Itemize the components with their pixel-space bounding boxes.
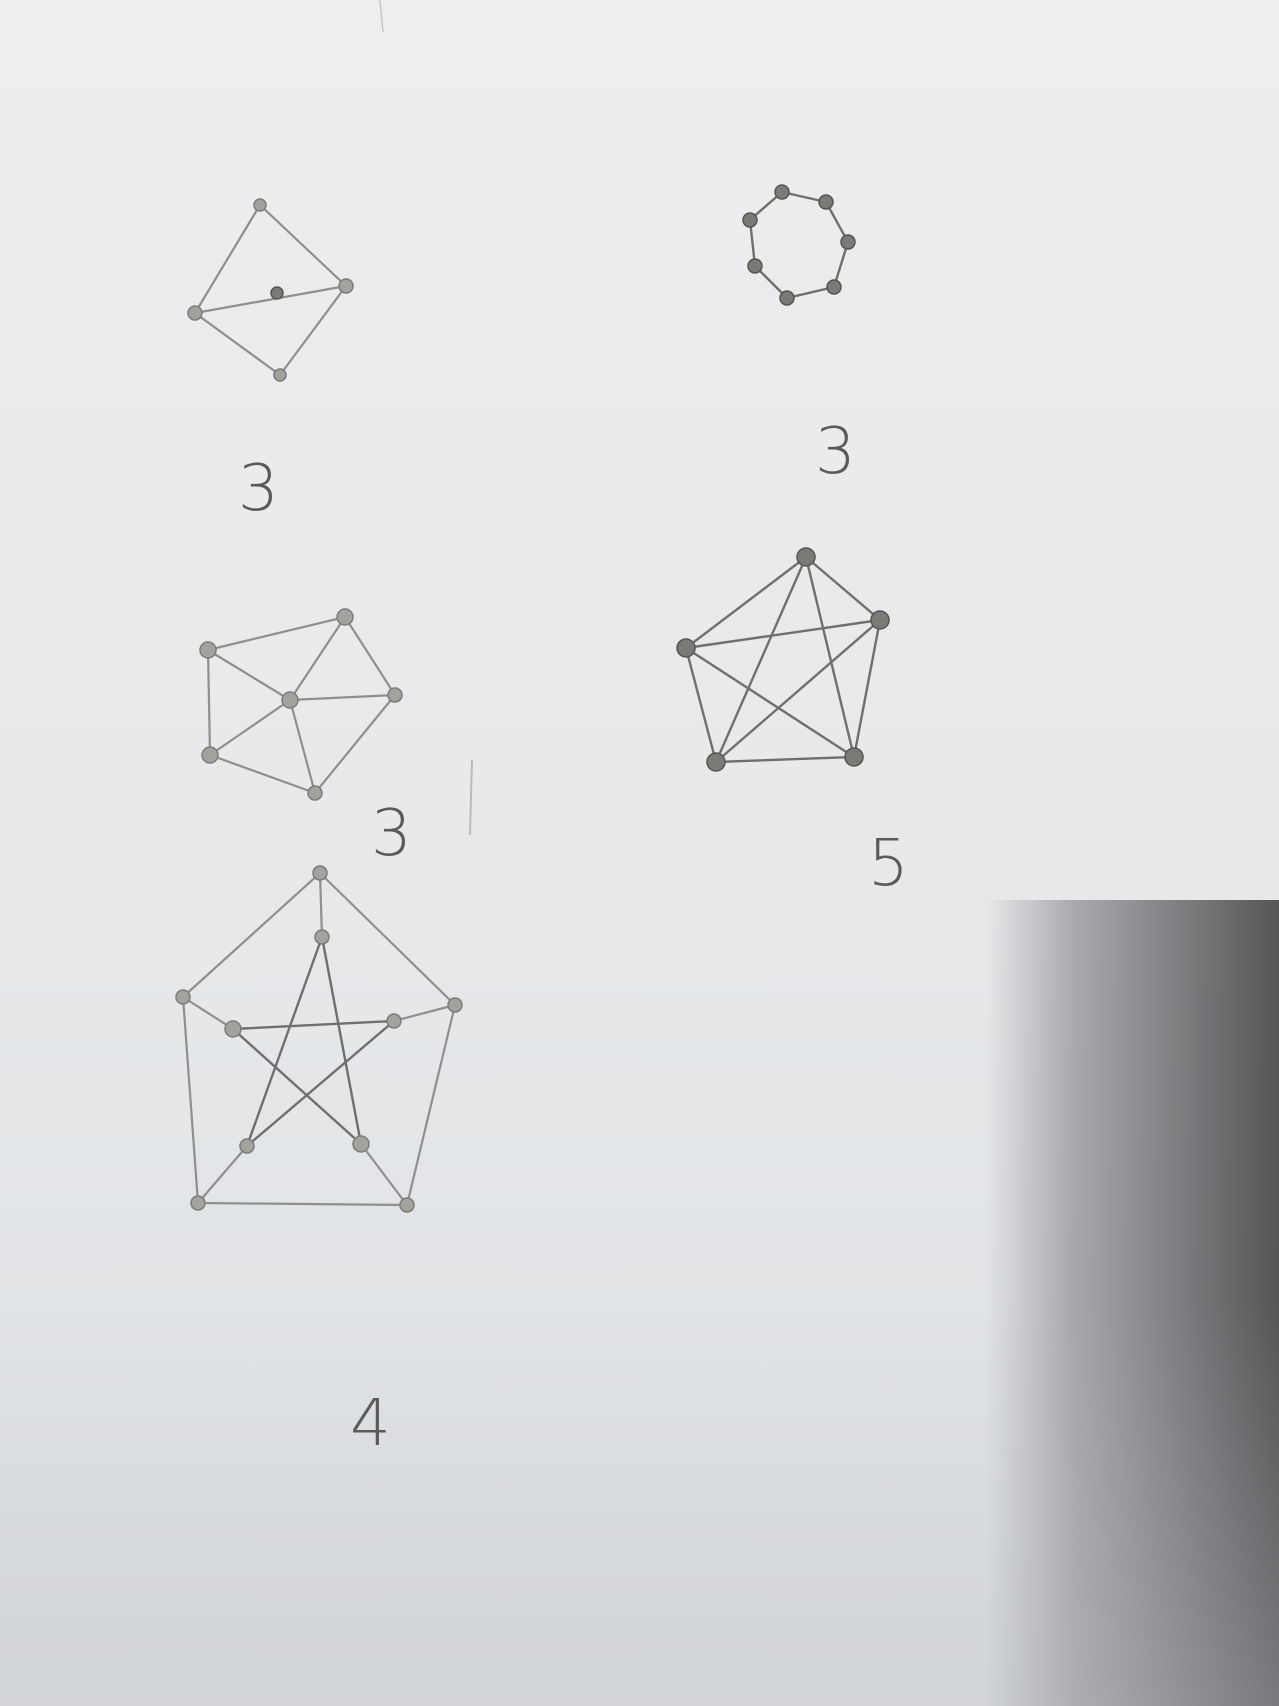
vertex	[779, 290, 795, 306]
spoke	[196, 1144, 249, 1205]
edge	[714, 618, 882, 764]
rim-edges	[206, 615, 397, 795]
edge	[258, 203, 348, 288]
label-petersen: 4	[350, 1387, 391, 1461]
edge	[288, 698, 317, 795]
edge	[288, 693, 397, 702]
vertex	[175, 989, 191, 1005]
vertex	[870, 610, 890, 630]
vertex	[190, 1195, 206, 1211]
edge	[193, 311, 282, 377]
vertex	[270, 286, 284, 300]
edge	[288, 615, 347, 702]
vertex	[447, 997, 463, 1013]
label-complete-k5: 5	[868, 827, 909, 901]
outer-cycle	[181, 871, 457, 1207]
graph-petersen	[175, 865, 463, 1213]
vertex	[399, 1197, 415, 1213]
vertex	[224, 1020, 242, 1038]
spoke	[318, 871, 324, 939]
pentagon-edges	[684, 555, 882, 764]
stray-mark	[469, 759, 473, 836]
label-wheel: 3	[371, 797, 412, 871]
vertex	[338, 278, 354, 294]
vertex	[706, 752, 726, 772]
vertex	[239, 1138, 255, 1154]
spoke	[392, 1003, 457, 1023]
vertex	[314, 929, 330, 945]
vertex	[312, 865, 328, 881]
vertex	[307, 785, 323, 801]
edge	[206, 648, 292, 702]
inner-edge	[231, 1027, 363, 1146]
inner-edge	[320, 935, 363, 1146]
edge	[278, 284, 348, 377]
inner-edge	[245, 1019, 396, 1148]
edge	[193, 203, 262, 315]
vertex	[844, 747, 864, 767]
edge	[208, 698, 292, 757]
edge	[684, 618, 882, 650]
graph-complete-k5	[676, 547, 890, 772]
vertex	[826, 279, 842, 295]
vertex	[676, 638, 696, 658]
vertex	[201, 746, 219, 764]
edge	[804, 555, 856, 759]
vertex	[742, 212, 758, 228]
vertex	[386, 1013, 402, 1029]
vertex	[352, 1135, 370, 1153]
vertex	[336, 608, 354, 626]
vertex	[187, 305, 203, 321]
vertex	[199, 641, 217, 659]
vertex	[796, 547, 816, 567]
edge	[684, 646, 856, 759]
inner-edge	[245, 935, 324, 1148]
graph-heptagon	[742, 184, 856, 306]
spoke	[181, 995, 235, 1031]
stray-mark	[379, 0, 384, 33]
vertex	[273, 368, 287, 382]
vertex	[818, 194, 834, 210]
vertex	[281, 691, 299, 709]
label-diamond: 3	[238, 452, 279, 526]
label-heptagon: 3	[815, 415, 856, 489]
vertex	[253, 198, 267, 212]
edge	[193, 284, 348, 315]
spoke	[359, 1142, 409, 1207]
graph-wheel	[199, 608, 403, 801]
edge	[714, 555, 808, 764]
vertex	[840, 234, 856, 250]
graph-diamond	[187, 198, 354, 382]
vertex	[747, 258, 763, 274]
inner-edge	[231, 1019, 396, 1031]
vertex	[387, 687, 403, 703]
vertex	[774, 184, 790, 200]
